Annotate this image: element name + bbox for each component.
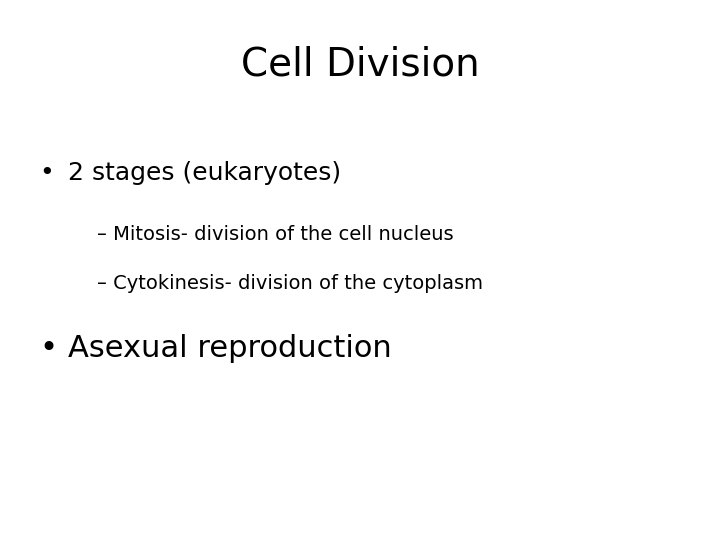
Text: Asexual reproduction: Asexual reproduction xyxy=(68,334,392,363)
Text: 2 stages (eukaryotes): 2 stages (eukaryotes) xyxy=(68,161,341,185)
Text: •: • xyxy=(40,161,54,185)
Text: – Mitosis- division of the cell nucleus: – Mitosis- division of the cell nucleus xyxy=(97,225,454,245)
Text: – Cytokinesis- division of the cytoplasm: – Cytokinesis- division of the cytoplasm xyxy=(97,274,483,293)
Text: •: • xyxy=(40,334,58,363)
Text: Cell Division: Cell Division xyxy=(240,46,480,84)
